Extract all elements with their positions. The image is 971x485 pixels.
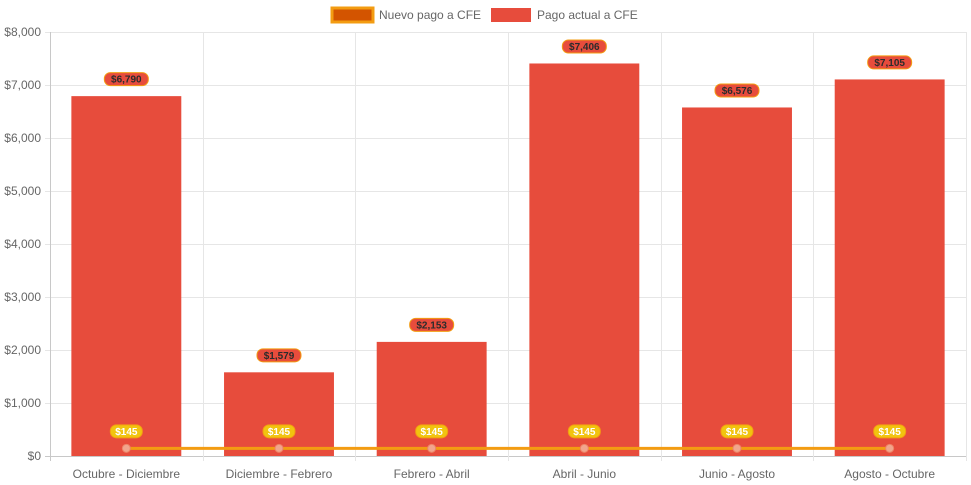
bar[interactable] [682,107,792,457]
bar[interactable] [376,341,487,456]
bar[interactable] [224,372,334,456]
y-tick-label: $2,000 [4,343,41,357]
line-value-label-text: $145 [726,427,749,438]
bar-value-label: $7,406 [561,39,607,54]
line-value-label-bg [873,424,907,439]
line-point[interactable] [885,443,895,453]
line-point[interactable] [427,443,437,453]
bar-value-label-bg [561,39,607,54]
legend-swatch-nuevo [330,6,375,24]
x-tick-label: Junio - Agosto [699,467,775,481]
line-value-label-bg [262,424,296,439]
x-tick-label: Abril - Junio [553,467,617,481]
y-tick-label: $4,000 [4,237,41,251]
x-axis: Octubre - Diciembre Diciembre - Febrero Fe… [73,467,936,481]
bar-value-label-bg [103,72,149,87]
line-value-label-text: $145 [573,427,596,438]
line-value-label: $145 [720,424,754,439]
x-tick-label: Agosto - Octubre [844,467,935,481]
y-tick-label: $0 [28,449,42,463]
bar[interactable] [834,79,945,456]
legend-label-nuevo: Nuevo pago a CFE [379,8,481,22]
bar-value-label-bg [409,317,455,332]
line-value-label-bg [109,424,143,439]
bar-value-label-text: $7,406 [569,42,600,53]
bar-value-label-text: $2,153 [416,320,447,331]
line-point[interactable] [732,443,742,453]
grid [45,32,967,461]
bar-value-label-bg [867,55,913,70]
y-tick-label: $8,000 [4,25,41,39]
y-tick-label: $5,000 [4,184,41,198]
line-series [121,443,895,453]
bar-value-label-bg [256,348,302,363]
x-tick-label: Octubre - Diciembre [73,467,181,481]
y-tick-label: $7,000 [4,78,41,92]
legend-swatch-actual [491,8,531,22]
data-labels: $6,790 $1,579 $2,153 $7,406 $6,576 $7,105 $145… [103,39,913,439]
line-value-label-bg [720,424,754,439]
bar-value-label: $7,105 [867,55,913,70]
line-value-label-text: $145 [421,427,444,438]
line-point[interactable] [121,443,131,453]
legend: Nuevo pago a CFE Pago actual a CFE [330,6,638,24]
line-value-label: $145 [873,424,907,439]
bar-value-label-text: $1,579 [264,351,295,362]
x-tick-label: Febrero - Abril [394,467,470,481]
bar[interactable] [529,63,640,457]
line-value-label: $145 [567,424,601,439]
line-value-label-bg [567,424,601,439]
legend-item-nuevo[interactable]: Nuevo pago a CFE [330,6,481,24]
bar-value-label-text: $6,790 [111,75,142,86]
legend-item-actual[interactable]: Pago actual a CFE [491,8,638,22]
line-value-label-text: $145 [268,427,291,438]
y-tick-label: $3,000 [4,290,41,304]
y-tick-label: $6,000 [4,131,41,145]
bar-value-label: $1,579 [256,348,302,363]
bar[interactable] [71,96,182,456]
bar-value-label-bg [714,83,760,98]
x-tick-label: Diciembre - Febrero [226,467,333,481]
y-tick-label: $1,000 [4,396,41,410]
line-point[interactable] [274,443,284,453]
line-value-label: $145 [109,424,143,439]
y-axis: $0 $1,000 $2,000 $3,000 $4,000 $5,000 $6,000 $7… [4,25,41,463]
line-value-label-text: $145 [879,427,902,438]
line-value-label: $145 [262,424,296,439]
line-value-label: $145 [415,424,449,439]
legend-label-actual: Pago actual a CFE [537,8,638,22]
bar-value-label: $6,576 [714,83,760,98]
bar-series [71,63,945,457]
bar-value-label: $6,790 [103,72,149,87]
bar-value-label-text: $6,576 [722,86,753,97]
bar-value-label: $2,153 [409,317,455,332]
line-point[interactable] [579,443,589,453]
line-value-label-bg [415,424,449,439]
line-value-label-text: $145 [115,427,138,438]
bar-value-label-text: $7,105 [874,58,905,69]
